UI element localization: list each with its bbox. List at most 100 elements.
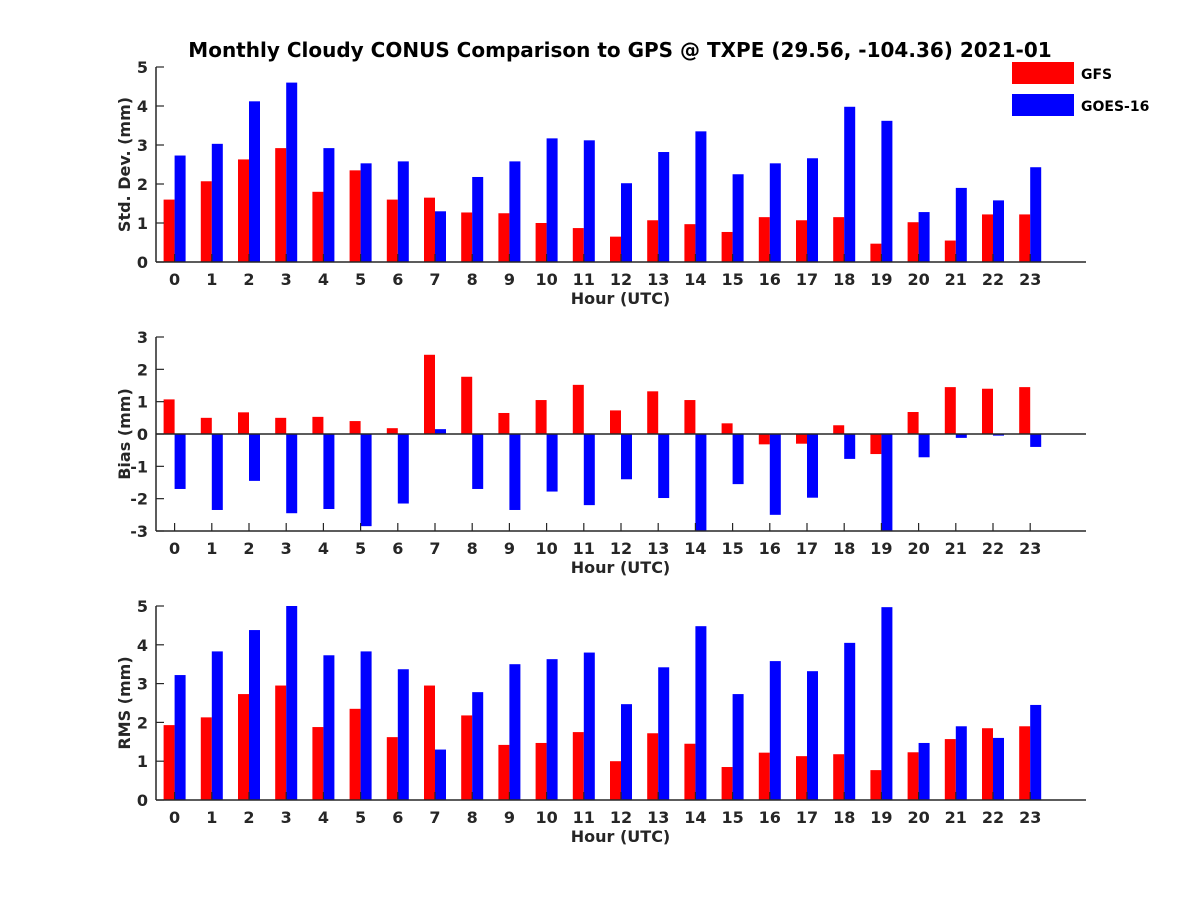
bar-goes16-hour-1 bbox=[211, 143, 223, 262]
x-tick-label: 21 bbox=[945, 270, 967, 289]
bar-goes16-hour-17 bbox=[807, 434, 818, 498]
y-tick-label: 1 bbox=[137, 214, 148, 233]
legend-swatch-gfs bbox=[1012, 62, 1074, 84]
bar-gfs-hour-1 bbox=[200, 417, 212, 434]
bar-gfs-hour-8 bbox=[461, 376, 473, 434]
y-tick-label: 0 bbox=[137, 791, 148, 810]
x-tick-label: 6 bbox=[392, 539, 403, 558]
bar-goes16-hour-15 bbox=[732, 694, 744, 800]
y-tick-label: 4 bbox=[137, 636, 148, 655]
x-tick-label: 13 bbox=[647, 808, 669, 827]
bar-gfs-hour-2 bbox=[238, 694, 249, 800]
x-tick-label: 7 bbox=[429, 808, 440, 827]
bar-gfs-hour-18 bbox=[833, 754, 845, 800]
bar-gfs-hour-9 bbox=[498, 213, 510, 262]
bar-goes16-hour-11 bbox=[583, 434, 595, 506]
bar-gfs-hour-8 bbox=[461, 715, 473, 800]
bar-gfs-hour-14 bbox=[684, 743, 696, 800]
bar-goes16-hour-8 bbox=[472, 692, 484, 800]
y-tick-label: 3 bbox=[137, 675, 148, 694]
x-tick-label: 14 bbox=[684, 270, 706, 289]
bar-goes16-hour-12 bbox=[621, 434, 632, 480]
x-tick-label: 7 bbox=[429, 270, 440, 289]
bar-gfs-hour-7 bbox=[424, 354, 435, 434]
bar-gfs-hour-5 bbox=[349, 421, 361, 434]
x-tick-label: 16 bbox=[759, 539, 781, 558]
x-tick-label: 17 bbox=[796, 808, 818, 827]
bar-gfs-hour-0 bbox=[163, 399, 175, 434]
legend-label-goes16: GOES-16 bbox=[1081, 99, 1149, 115]
x-tick-label: 21 bbox=[945, 808, 967, 827]
bar-gfs-hour-15 bbox=[721, 231, 733, 262]
bar-goes16-hour-22 bbox=[993, 737, 1004, 800]
x-tick-label: 23 bbox=[1019, 539, 1041, 558]
bar-goes16-hour-14 bbox=[695, 131, 707, 262]
y-tick-label: 5 bbox=[137, 597, 148, 616]
x-tick-label: 0 bbox=[169, 808, 180, 827]
bar-goes16-hour-4 bbox=[323, 655, 335, 800]
x-tick-label: 5 bbox=[355, 539, 366, 558]
x-tick-label: 9 bbox=[504, 808, 515, 827]
legend-swatch-goes16 bbox=[1012, 94, 1074, 116]
x-tick-label: 4 bbox=[318, 808, 329, 827]
x-tick-label: 22 bbox=[982, 270, 1004, 289]
bar-goes16-hour-21 bbox=[955, 726, 967, 800]
bar-goes16-hour-2 bbox=[249, 630, 260, 800]
x-tick-label: 23 bbox=[1019, 808, 1041, 827]
bar-gfs-hour-18 bbox=[833, 425, 845, 434]
bar-goes16-hour-2 bbox=[249, 434, 260, 481]
bar-goes16-hour-0 bbox=[174, 155, 186, 262]
bar-gfs-hour-3 bbox=[275, 148, 287, 262]
bar-gfs-hour-0 bbox=[163, 725, 175, 800]
bar-goes16-hour-12 bbox=[621, 183, 632, 262]
bar-gfs-hour-22 bbox=[982, 214, 993, 262]
y-tick-label: 2 bbox=[137, 360, 148, 379]
bar-goes16-hour-18 bbox=[844, 106, 856, 262]
bar-gfs-hour-23 bbox=[1019, 387, 1031, 434]
x-tick-label: 18 bbox=[833, 539, 855, 558]
x-tick-label: 14 bbox=[684, 539, 706, 558]
bar-goes16-hour-23 bbox=[1030, 434, 1042, 447]
bar-gfs-hour-20 bbox=[907, 412, 919, 434]
bar-gfs-hour-1 bbox=[200, 181, 212, 262]
y-tick-label: -3 bbox=[130, 522, 148, 541]
x-tick-label: 5 bbox=[355, 270, 366, 289]
bar-goes16-hour-4 bbox=[323, 148, 335, 262]
x-tick-label: 20 bbox=[907, 808, 929, 827]
bar-gfs-hour-11 bbox=[572, 384, 584, 434]
bar-gfs-hour-16 bbox=[758, 752, 770, 800]
x-tick-label: 17 bbox=[796, 270, 818, 289]
bar-goes16-hour-11 bbox=[583, 652, 595, 800]
bar-goes16-hour-16 bbox=[769, 163, 781, 262]
bar-gfs-hour-17 bbox=[796, 220, 807, 262]
bar-gfs-hour-7 bbox=[424, 197, 435, 262]
x-tick-label: 13 bbox=[647, 539, 669, 558]
bar-gfs-hour-21 bbox=[944, 739, 956, 800]
bar-gfs-hour-1 bbox=[200, 717, 212, 800]
x-axis-label: Hour (UTC) bbox=[571, 827, 671, 846]
x-tick-label: 6 bbox=[392, 808, 403, 827]
bar-goes16-hour-1 bbox=[211, 434, 223, 510]
bar-goes16-hour-19 bbox=[881, 434, 893, 531]
x-tick-label: 18 bbox=[833, 270, 855, 289]
x-tick-label: 10 bbox=[535, 539, 557, 558]
bar-goes16-hour-21 bbox=[955, 434, 967, 438]
bar-gfs-hour-12 bbox=[610, 761, 621, 800]
bar-goes16-hour-8 bbox=[472, 176, 484, 262]
legend: GFS GOES-16 bbox=[1012, 62, 1149, 116]
bar-goes16-hour-21 bbox=[955, 187, 967, 262]
y-tick-label: 1 bbox=[137, 393, 148, 412]
x-tick-label: 10 bbox=[535, 808, 557, 827]
bar-gfs-hour-22 bbox=[982, 728, 993, 800]
bar-gfs-hour-10 bbox=[535, 742, 547, 800]
y-axis-label: Std. Dev. (mm) bbox=[115, 97, 134, 232]
bar-goes16-hour-11 bbox=[583, 140, 595, 262]
bar-gfs-hour-16 bbox=[758, 217, 770, 262]
x-tick-label: 20 bbox=[907, 539, 929, 558]
x-tick-label: 13 bbox=[647, 270, 669, 289]
bar-gfs-hour-17 bbox=[796, 756, 807, 800]
x-tick-label: 9 bbox=[504, 270, 515, 289]
chart-title: Monthly Cloudy CONUS Comparison to GPS @… bbox=[188, 38, 1051, 62]
